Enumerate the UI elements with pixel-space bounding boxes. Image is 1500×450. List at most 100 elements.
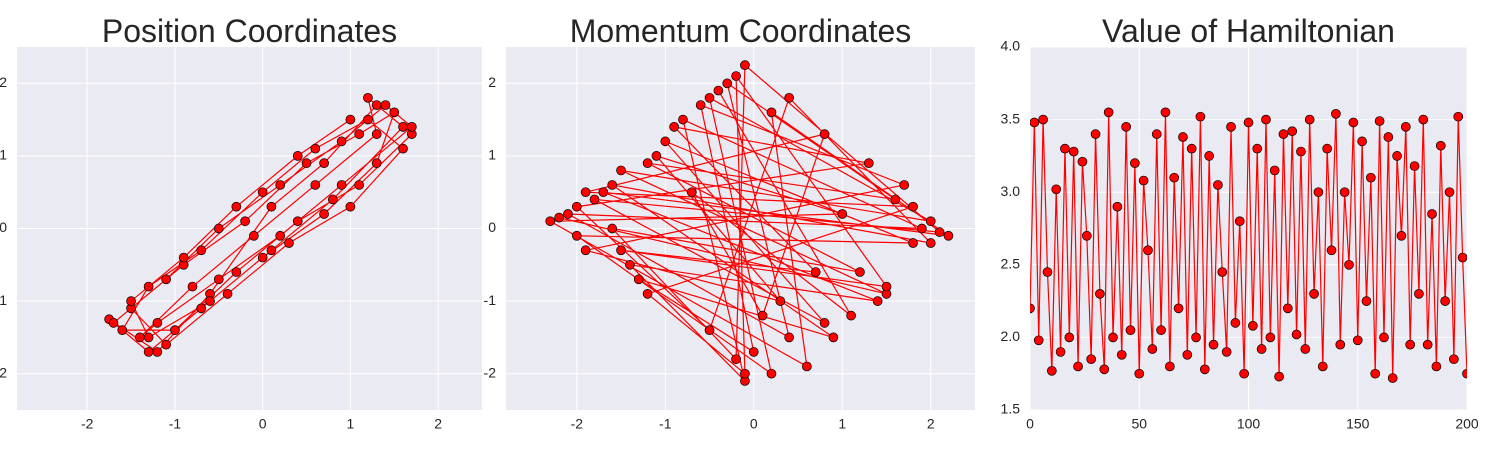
data-point bbox=[1239, 368, 1249, 379]
y-tick-label: 3.0 bbox=[1001, 183, 1021, 199]
data-point bbox=[1086, 354, 1097, 365]
data-point bbox=[695, 100, 706, 110]
data-point bbox=[1191, 332, 1201, 343]
data-point bbox=[1160, 107, 1171, 118]
data-point bbox=[616, 245, 626, 256]
data-point bbox=[669, 122, 679, 132]
data-point bbox=[1125, 325, 1136, 335]
data-point bbox=[740, 368, 750, 379]
data-point bbox=[1409, 161, 1420, 171]
data-point bbox=[187, 281, 198, 292]
x-tick-label: 2 bbox=[927, 416, 935, 432]
data-point bbox=[598, 187, 609, 198]
data-point bbox=[1261, 114, 1271, 125]
data-point bbox=[363, 92, 373, 103]
data-point bbox=[213, 223, 224, 234]
x-tick-label: -1 bbox=[169, 416, 182, 432]
data-point bbox=[301, 158, 312, 169]
data-point bbox=[1387, 373, 1398, 383]
data-point bbox=[310, 143, 321, 154]
data-point bbox=[134, 332, 145, 343]
data-point bbox=[571, 230, 582, 241]
data-point bbox=[1348, 117, 1359, 128]
data-point bbox=[1033, 335, 1044, 346]
data-point bbox=[1374, 116, 1385, 126]
data-point bbox=[545, 216, 556, 227]
y-tick-label: 0 bbox=[488, 219, 496, 235]
data-point bbox=[266, 245, 277, 256]
data-point bbox=[205, 296, 215, 306]
y-tick-label: -1 bbox=[0, 292, 7, 308]
data-point bbox=[1064, 332, 1075, 343]
data-point bbox=[1182, 349, 1193, 360]
data-point bbox=[819, 318, 830, 328]
data-point bbox=[1457, 252, 1467, 263]
data-point bbox=[625, 259, 635, 270]
data-point bbox=[1108, 332, 1118, 343]
chart-title: Value of Hamiltonian bbox=[1102, 13, 1395, 49]
data-point bbox=[161, 274, 172, 285]
data-point bbox=[563, 209, 573, 219]
data-point bbox=[1449, 354, 1459, 365]
data-point bbox=[319, 158, 329, 169]
data-line bbox=[548, 63, 949, 383]
data-point bbox=[1230, 318, 1241, 328]
data-point bbox=[1427, 209, 1437, 219]
data-point bbox=[1130, 158, 1140, 169]
data-point bbox=[1414, 288, 1424, 299]
data-point bbox=[1291, 329, 1302, 340]
data-point bbox=[1046, 365, 1057, 376]
data-point bbox=[1221, 347, 1232, 357]
y-tick-label: 1.5 bbox=[1001, 401, 1021, 417]
data-point bbox=[917, 223, 927, 234]
data-point bbox=[1151, 129, 1162, 139]
data-point bbox=[1256, 344, 1267, 354]
data-point bbox=[170, 325, 180, 335]
data-point bbox=[371, 100, 382, 110]
data-point bbox=[1095, 288, 1105, 299]
data-point bbox=[1317, 361, 1328, 372]
data-point bbox=[231, 267, 242, 277]
data-point bbox=[846, 310, 856, 321]
data-point bbox=[748, 347, 759, 357]
data-point bbox=[1199, 364, 1210, 375]
x-tick-label: 1 bbox=[346, 416, 354, 432]
data-point bbox=[354, 129, 365, 139]
data-point bbox=[1156, 325, 1166, 335]
data-point bbox=[766, 107, 777, 118]
data-point bbox=[713, 85, 724, 96]
data-point bbox=[1030, 117, 1040, 128]
data-point bbox=[266, 201, 277, 212]
data-point bbox=[1379, 332, 1389, 343]
data-point bbox=[943, 230, 954, 241]
data-point bbox=[589, 194, 600, 205]
data-point bbox=[686, 187, 697, 198]
data-point bbox=[1195, 111, 1206, 122]
data-point bbox=[607, 223, 618, 234]
data-point bbox=[1309, 288, 1319, 299]
data-point bbox=[1147, 344, 1158, 354]
data-point bbox=[1208, 339, 1219, 350]
data-point bbox=[1055, 347, 1066, 357]
data-point bbox=[1226, 122, 1236, 132]
data-point bbox=[143, 332, 154, 343]
data-point bbox=[1060, 143, 1070, 154]
x-tick-label: 150 bbox=[1346, 416, 1370, 432]
data-point bbox=[1051, 184, 1062, 195]
data-point bbox=[1234, 216, 1245, 227]
data-point bbox=[633, 274, 644, 285]
data-point bbox=[389, 107, 400, 118]
data-point bbox=[406, 122, 417, 132]
data-point bbox=[740, 60, 750, 71]
y-tick-label: 1 bbox=[488, 147, 496, 163]
data-point bbox=[1099, 364, 1110, 375]
data-point bbox=[108, 318, 119, 328]
y-tick-label: -2 bbox=[484, 364, 497, 380]
data-point bbox=[1435, 140, 1446, 151]
data-point bbox=[398, 143, 408, 154]
subplot: 0 50 100 150 200 1.5 2.0 2.5 3.0 3.5 4.0 Value of H… bbox=[1001, 13, 1479, 432]
chart-title: Momentum Coordinates bbox=[570, 13, 911, 49]
data-point bbox=[1453, 111, 1464, 122]
data-point bbox=[292, 151, 303, 161]
